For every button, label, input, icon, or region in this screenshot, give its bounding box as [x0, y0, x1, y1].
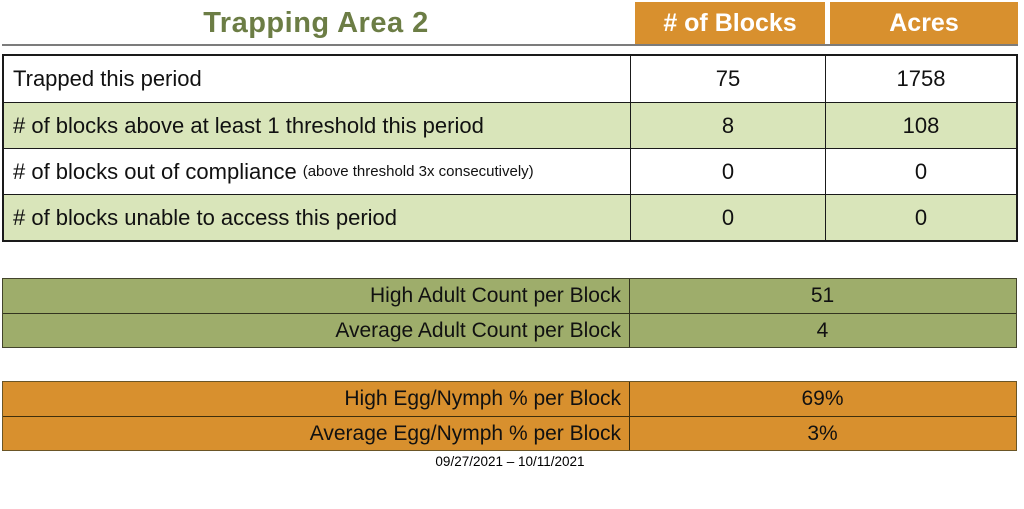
page-title: Trapping Area 2 [2, 2, 630, 44]
blocks-value: 0 [630, 195, 825, 240]
acres-value: 108 [825, 103, 1016, 148]
blocks-value: 75 [630, 56, 825, 102]
blocks-value: 8 [630, 103, 825, 148]
table-row: # of blocks out of compliance (above thr… [4, 148, 1016, 194]
col-header-acres: Acres [825, 2, 1018, 44]
summary-table: Trapped this period 75 1758 # of blocks … [2, 54, 1018, 242]
row-value: 3% [629, 417, 1015, 450]
row-label: Average Egg/Nymph % per Block [309, 421, 621, 445]
egg-nymph-table: High Egg/Nymph % per Block 69% Average E… [2, 381, 1017, 451]
row-label: # of blocks above at least 1 threshold t… [13, 112, 484, 138]
row-label-note: (above threshold 3x consecutively) [302, 163, 534, 180]
date-range: 09/27/2021 – 10/11/2021 [435, 454, 585, 469]
header-band: Trapping Area 2 # of Blocks Acres [2, 2, 1018, 46]
adult-count-table: High Adult Count per Block 51 Average Ad… [2, 278, 1017, 348]
table-row: High Egg/Nymph % per Block 69% [3, 382, 1016, 416]
blocks-value: 0 [630, 149, 825, 194]
row-label: # of blocks out of compliance [13, 158, 297, 184]
row-label: # of blocks unable to access this period [13, 204, 398, 230]
table-row: # of blocks above at least 1 threshold t… [4, 102, 1016, 148]
row-label: Trapped this period [13, 66, 202, 91]
row-value: 51 [629, 279, 1015, 313]
table-row: Trapped this period 75 1758 [4, 56, 1016, 102]
row-label: Average Adult Count per Block [335, 318, 621, 342]
row-label: High Egg/Nymph % per Block [344, 387, 621, 410]
col-header-blocks: # of Blocks [630, 2, 825, 44]
acres-value: 0 [825, 195, 1016, 240]
row-value: 69% [629, 382, 1015, 416]
acres-value: 0 [825, 149, 1016, 194]
table-row: Average Adult Count per Block 4 [3, 313, 1016, 347]
table-row: High Adult Count per Block 51 [3, 279, 1016, 313]
row-value: 4 [629, 314, 1015, 347]
table-row: Average Egg/Nymph % per Block 3% [3, 416, 1016, 450]
acres-value: 1758 [825, 56, 1016, 102]
row-label: High Adult Count per Block [370, 284, 621, 307]
table-row: # of blocks unable to access this period… [4, 194, 1016, 240]
